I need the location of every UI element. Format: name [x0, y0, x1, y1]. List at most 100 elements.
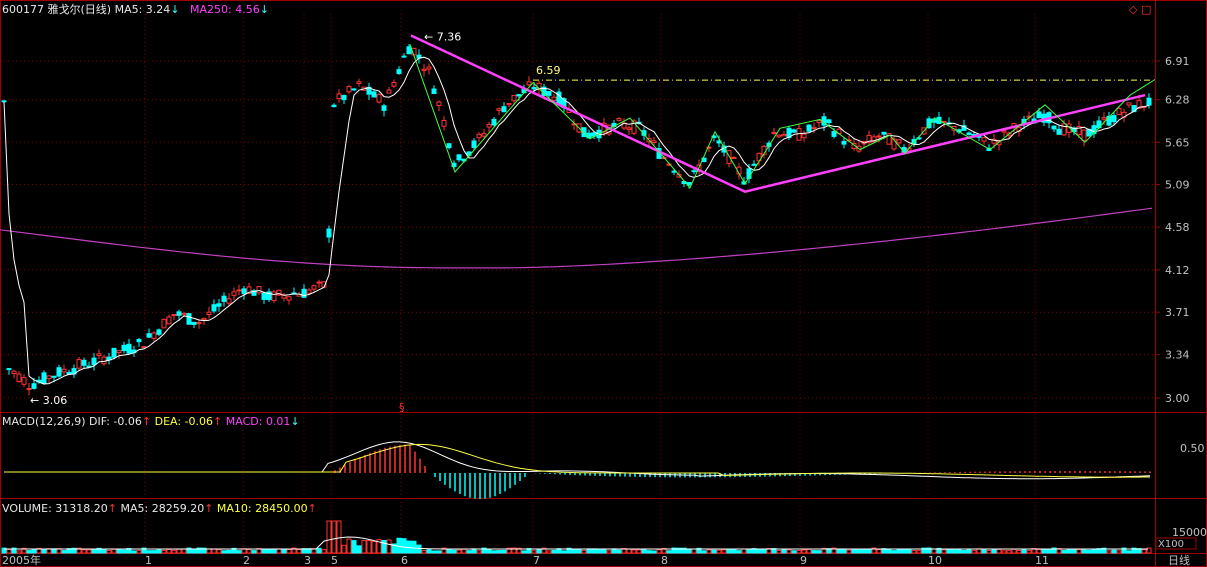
volume-bar [171, 549, 177, 554]
candle-body [91, 357, 97, 366]
volume-bar [201, 547, 207, 554]
candle-body [431, 88, 437, 95]
volume-bar [871, 547, 877, 554]
trend-line [410, 34, 1146, 193]
candle-body [456, 154, 462, 161]
volume-bar [761, 549, 767, 554]
volume-bar [701, 550, 707, 554]
volume-bar [36, 547, 42, 554]
restore-icon[interactable]: □ [1140, 3, 1152, 16]
volume-bar [986, 550, 992, 554]
volume-bar [1006, 550, 1012, 554]
volume-bar [636, 549, 642, 554]
volume-bar [371, 541, 377, 554]
volume-bar [206, 548, 212, 554]
volume-bar [681, 547, 687, 554]
volume-bar [1121, 547, 1127, 554]
candle-body [166, 316, 172, 325]
diamond-icon[interactable]: ◇ [1129, 3, 1138, 16]
volume-bar [621, 547, 627, 554]
volume-bar [631, 549, 637, 554]
volume-bar [376, 539, 382, 554]
volume-bar [896, 548, 902, 554]
volume-ma5-line [4, 536, 1148, 550]
volume-bar [1076, 549, 1082, 554]
price-axis-label: 3.00 [1165, 392, 1190, 405]
volume-bar [921, 547, 927, 554]
ma5-path [3, 56, 1150, 385]
volume-bar [196, 547, 202, 554]
volume-bar [801, 549, 807, 554]
volume-bar [411, 540, 417, 554]
volume-bar [946, 548, 952, 554]
volume-bar [321, 549, 327, 554]
candle-body [1051, 125, 1057, 130]
candle-body [211, 304, 217, 312]
volume-bar [161, 549, 167, 554]
volume-bar [831, 547, 837, 554]
volume-bar [541, 547, 547, 554]
price-axis-label: 3.34 [1165, 349, 1190, 362]
window-controls[interactable]: ◇ □ [1129, 3, 1151, 16]
volume-bar [156, 549, 162, 554]
volume-bar [711, 549, 717, 554]
volume-bar [1126, 550, 1132, 554]
volume-bar [76, 547, 82, 554]
volume-bar [1106, 550, 1112, 554]
volume-bar [936, 547, 942, 554]
volume-bar [861, 549, 867, 554]
candle-body [826, 119, 832, 124]
volume-label: VOLUME: 31318.20 [2, 502, 108, 515]
volume-bar [816, 550, 822, 554]
candle-body [46, 375, 52, 380]
volume-bar [696, 547, 702, 554]
volume-bar [331, 520, 337, 554]
volume-bar [6, 549, 12, 554]
candle-body [191, 321, 197, 325]
chart-header: 600177 雅戈尔(日线) MA5: 3.24↓ MA250: 4.56↓ [2, 3, 269, 16]
candle-body [81, 359, 87, 366]
volume-bar [496, 550, 502, 554]
candle-body [771, 131, 777, 134]
x-tick-label: 2005年 [2, 553, 41, 567]
volume-bar [86, 549, 92, 554]
candle-body [306, 289, 312, 294]
candle-body [886, 133, 892, 145]
candle-body [171, 314, 177, 317]
candle-body [426, 66, 432, 70]
volume-axis-label: 15000 [1172, 526, 1207, 539]
volume-bar [1046, 549, 1052, 554]
volume-bar [486, 548, 492, 554]
candle-body [16, 373, 22, 382]
volume-bar [746, 548, 752, 554]
volume-bar [111, 548, 117, 554]
up-arrow-icon: ↑ [213, 415, 223, 428]
volume-bar [1101, 547, 1107, 554]
volume-bar [251, 550, 257, 554]
volume-bar [186, 547, 192, 554]
volume-bar [71, 547, 77, 554]
candle-body [816, 120, 822, 123]
volume-bar [511, 547, 517, 554]
volume-bar [731, 549, 737, 554]
x-tick-label: 5 [331, 554, 338, 567]
volume-panel [1, 520, 1152, 554]
candle-body [981, 137, 987, 142]
volume-bar [141, 547, 147, 554]
volume-bar [191, 548, 197, 554]
price-axis-label: 5.65 [1165, 136, 1190, 149]
volume-bar [1, 547, 7, 554]
volume-bar [1146, 547, 1152, 554]
candle-body [1001, 130, 1007, 133]
volume-bar [421, 550, 427, 554]
volume-bar [401, 538, 407, 554]
candle-body [396, 69, 402, 75]
low-annotation: ← 3.06 [30, 394, 67, 407]
volume-bar [651, 550, 657, 554]
volume-bar [166, 548, 172, 554]
candle-body [1116, 107, 1122, 115]
ma5-label: MA5: 3.24 [114, 3, 171, 16]
candle-body [571, 123, 577, 126]
volume-bar [656, 549, 662, 554]
